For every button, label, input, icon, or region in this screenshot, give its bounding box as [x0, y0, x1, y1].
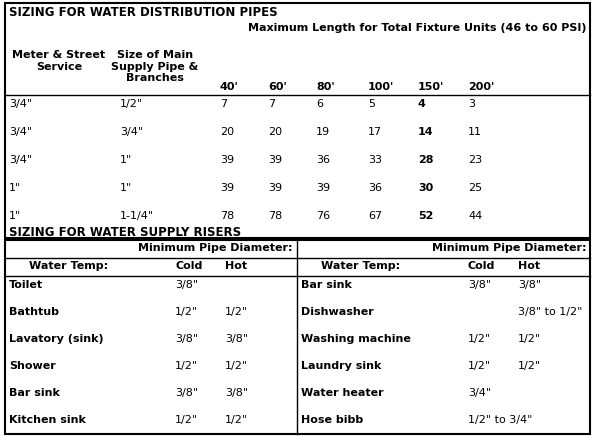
Text: Washing machine: Washing machine	[301, 334, 411, 344]
Text: 3/4": 3/4"	[120, 127, 143, 137]
Text: 3/8": 3/8"	[175, 334, 198, 344]
Text: 39: 39	[220, 155, 234, 165]
Text: 19: 19	[316, 127, 330, 137]
Text: 39: 39	[268, 183, 282, 193]
Text: Maximum Length for Total Fixture Units (46 to 60 PSI): Maximum Length for Total Fixture Units (…	[248, 23, 586, 33]
Text: 36: 36	[368, 183, 382, 193]
Text: 1": 1"	[9, 211, 21, 221]
Text: 44: 44	[468, 211, 483, 221]
Text: Lavatory (sink): Lavatory (sink)	[9, 334, 104, 344]
Text: 3/8": 3/8"	[225, 388, 248, 398]
Text: SIZING FOR WATER DISTRIBUTION PIPES: SIZING FOR WATER DISTRIBUTION PIPES	[9, 6, 278, 19]
Text: Cold: Cold	[468, 261, 496, 271]
Text: 1/2": 1/2"	[518, 361, 541, 371]
Text: Minimum Pipe Diameter:: Minimum Pipe Diameter:	[139, 243, 293, 253]
Text: 30: 30	[418, 183, 433, 193]
Text: 39: 39	[316, 183, 330, 193]
Text: Bar sink: Bar sink	[301, 280, 352, 290]
Text: 33: 33	[368, 155, 382, 165]
Text: 28: 28	[418, 155, 434, 165]
Text: 1/2": 1/2"	[225, 307, 248, 317]
Text: Bar sink: Bar sink	[9, 388, 60, 398]
Text: Meter & Street
Service: Meter & Street Service	[12, 50, 105, 72]
Bar	[5, 240, 590, 434]
Text: 1/2": 1/2"	[225, 415, 248, 425]
Text: 1-1/4": 1-1/4"	[120, 211, 154, 221]
Text: Toilet: Toilet	[9, 280, 43, 290]
Text: Hot: Hot	[225, 261, 247, 271]
Text: 6: 6	[316, 99, 323, 109]
Text: 1/2": 1/2"	[468, 361, 491, 371]
Text: 3/8": 3/8"	[175, 280, 198, 290]
Text: 1/2": 1/2"	[468, 334, 491, 344]
Text: 36: 36	[316, 155, 330, 165]
Text: 1/2": 1/2"	[225, 361, 248, 371]
Text: 20: 20	[268, 127, 282, 137]
Text: 17: 17	[368, 127, 382, 137]
Text: Shower: Shower	[9, 361, 56, 371]
Text: 100': 100'	[368, 82, 394, 92]
Text: Size of Main
Supply Pipe &
Branches: Size of Main Supply Pipe & Branches	[111, 50, 199, 83]
Text: 1/2": 1/2"	[120, 99, 143, 109]
Text: 200': 200'	[468, 82, 494, 92]
Text: 67: 67	[368, 211, 382, 221]
Text: 3/4": 3/4"	[468, 388, 491, 398]
Bar	[5, 3, 590, 238]
Text: 4: 4	[418, 99, 426, 109]
Text: 40': 40'	[220, 82, 239, 92]
Text: 52: 52	[418, 211, 433, 221]
Text: Water Temp:: Water Temp:	[29, 261, 108, 271]
Text: 3/8": 3/8"	[225, 334, 248, 344]
Text: 7: 7	[268, 99, 275, 109]
Text: 25: 25	[468, 183, 482, 193]
Text: 150': 150'	[418, 82, 444, 92]
Text: Cold: Cold	[175, 261, 202, 271]
Text: Minimum Pipe Diameter:: Minimum Pipe Diameter:	[431, 243, 586, 253]
Text: 14: 14	[418, 127, 434, 137]
Text: 3/8": 3/8"	[468, 280, 491, 290]
Text: 23: 23	[468, 155, 482, 165]
Text: SIZING FOR WATER SUPPLY RISERS: SIZING FOR WATER SUPPLY RISERS	[9, 226, 241, 239]
Text: 39: 39	[268, 155, 282, 165]
Text: 20: 20	[220, 127, 234, 137]
Text: 39: 39	[220, 183, 234, 193]
Text: 78: 78	[268, 211, 282, 221]
Text: 11: 11	[468, 127, 482, 137]
Text: 3/4": 3/4"	[9, 155, 32, 165]
Text: Hot: Hot	[518, 261, 540, 271]
Text: 3/8" to 1/2": 3/8" to 1/2"	[518, 307, 583, 317]
Text: 60': 60'	[268, 82, 287, 92]
Text: Laundry sink: Laundry sink	[301, 361, 381, 371]
Text: 1/2": 1/2"	[175, 415, 198, 425]
Text: Water heater: Water heater	[301, 388, 384, 398]
Text: 5: 5	[368, 99, 375, 109]
Text: 3/4": 3/4"	[9, 99, 32, 109]
Text: 80': 80'	[316, 82, 334, 92]
Text: 1": 1"	[120, 155, 132, 165]
Text: 1/2": 1/2"	[175, 307, 198, 317]
Text: 3/4": 3/4"	[9, 127, 32, 137]
Text: 1": 1"	[9, 183, 21, 193]
Text: 76: 76	[316, 211, 330, 221]
Text: 1/2": 1/2"	[175, 361, 198, 371]
Text: 3/8": 3/8"	[175, 388, 198, 398]
Text: 7: 7	[220, 99, 227, 109]
Text: Kitchen sink: Kitchen sink	[9, 415, 86, 425]
Text: 3: 3	[468, 99, 475, 109]
Text: Dishwasher: Dishwasher	[301, 307, 374, 317]
Text: Water Temp:: Water Temp:	[321, 261, 400, 271]
Text: 1/2" to 3/4": 1/2" to 3/4"	[468, 415, 533, 425]
Text: 1": 1"	[120, 183, 132, 193]
Text: Hose bibb: Hose bibb	[301, 415, 364, 425]
Text: 3/8": 3/8"	[518, 280, 541, 290]
Text: 78: 78	[220, 211, 234, 221]
Text: 1/2": 1/2"	[518, 334, 541, 344]
Text: Bathtub: Bathtub	[9, 307, 59, 317]
